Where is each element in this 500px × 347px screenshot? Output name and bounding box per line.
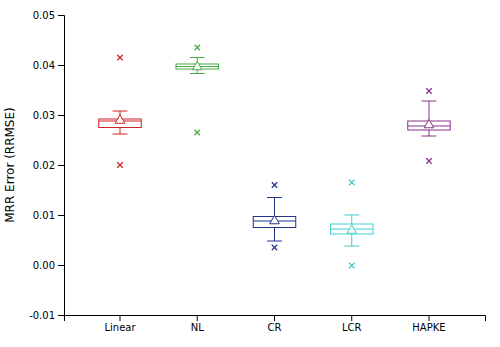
whisker-high xyxy=(351,215,352,224)
x-tick-label: NL xyxy=(191,322,204,333)
cap-high xyxy=(344,215,359,216)
flier xyxy=(349,263,354,268)
whisker-low xyxy=(274,228,275,242)
x-tick-label: HAPKE xyxy=(412,322,445,333)
x-tick-mark xyxy=(120,315,121,321)
x-tick-mark xyxy=(351,315,352,321)
cap-high xyxy=(113,111,128,112)
y-tick-label: 0.02 xyxy=(33,160,55,171)
y-tick: 0.00 xyxy=(33,260,64,271)
y-tick-label: 0.01 xyxy=(33,210,55,221)
flier xyxy=(272,245,277,250)
y-axis: -0.01 0.00 0.01 0.02 0.03 0.04 0.05 xyxy=(29,10,64,321)
flier xyxy=(195,45,200,50)
y-tick-mark xyxy=(58,165,64,166)
y-tick: 0.03 xyxy=(33,110,64,121)
x-tick-label: Linear xyxy=(104,322,136,333)
cap-low xyxy=(344,246,359,247)
whisker-low xyxy=(351,234,352,246)
y-tick-label: 0.04 xyxy=(33,60,55,71)
x-tick-mark xyxy=(197,315,198,321)
y-tick-label: 0.03 xyxy=(33,110,55,121)
x-tick-label: CR xyxy=(268,322,282,333)
x-tick-mark xyxy=(428,315,429,321)
marks xyxy=(99,45,450,268)
cap-high xyxy=(422,101,437,102)
x-tick: HAPKE xyxy=(412,315,445,333)
flier xyxy=(117,162,122,167)
mean-marker xyxy=(115,115,125,123)
flier xyxy=(349,180,354,185)
cap-low xyxy=(190,73,205,74)
y-tick: 0.02 xyxy=(33,160,64,171)
mean-marker xyxy=(192,61,202,69)
flier xyxy=(117,55,122,60)
whisker-low xyxy=(428,130,429,136)
box-group xyxy=(99,55,141,168)
flier xyxy=(272,182,277,187)
y-tick-label: 0.05 xyxy=(33,10,55,21)
y-tick-mark xyxy=(58,15,64,16)
x-tick-mark xyxy=(274,315,275,321)
x-tick: Linear xyxy=(104,315,136,333)
whisker-high xyxy=(274,198,275,217)
y-axis-title: MRR Error (RRMSE) xyxy=(3,107,17,223)
y-axis-line xyxy=(58,16,65,316)
chart: -0.010.000.010.020.030.040.05LinearNLCRL… xyxy=(0,0,500,347)
x-axis-line xyxy=(65,316,486,322)
y-tick-mark xyxy=(58,315,64,316)
x-tick: NL xyxy=(191,315,204,333)
y-tick-label: -0.01 xyxy=(29,310,55,321)
y-tick-mark xyxy=(58,65,64,66)
box-group xyxy=(176,45,218,135)
mean-marker xyxy=(424,119,434,127)
flier xyxy=(426,158,431,163)
box-group xyxy=(253,182,295,250)
cap-low xyxy=(113,134,128,135)
y-tick-mark xyxy=(58,265,64,266)
cap-low xyxy=(267,241,282,242)
cap-high xyxy=(190,57,205,58)
x-tick-label: LCR xyxy=(342,322,362,333)
cap-high xyxy=(267,197,282,198)
mean-marker xyxy=(270,215,280,223)
flier xyxy=(195,130,200,135)
cap-low xyxy=(422,136,437,137)
box-group xyxy=(408,88,450,163)
plot-area: -0.010.000.010.020.030.040.05LinearNLCRL… xyxy=(3,10,486,333)
mean-marker xyxy=(347,225,357,233)
whisker-high xyxy=(428,101,429,121)
flier xyxy=(426,88,431,93)
y-tick-mark xyxy=(58,115,64,116)
x-tick: CR xyxy=(268,315,282,333)
y-tick: 0.01 xyxy=(33,210,64,221)
box-group xyxy=(331,180,373,268)
x-axis: Linear NL CR LCR HAPKE xyxy=(65,315,486,333)
x-tick: LCR xyxy=(342,315,362,333)
box xyxy=(331,224,373,234)
y-tick: 0.05 xyxy=(33,10,64,21)
y-tick: 0.04 xyxy=(33,60,64,71)
y-tick-mark xyxy=(58,215,64,216)
y-tick: -0.01 xyxy=(29,310,64,321)
y-tick-label: 0.00 xyxy=(33,260,55,271)
whisker-low xyxy=(120,128,121,135)
